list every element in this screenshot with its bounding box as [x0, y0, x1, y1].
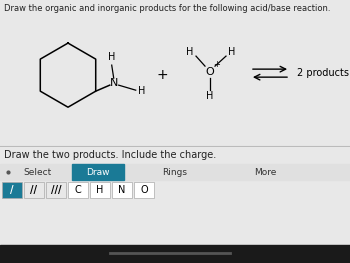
Bar: [0, 245, 350, 263]
Text: +: +: [156, 68, 168, 82]
Text: Draw the two products. Include the charge.: Draw the two products. Include the charg…: [4, 150, 216, 160]
Text: C: C: [75, 185, 81, 195]
Text: Draw: Draw: [86, 168, 110, 177]
Text: H: H: [206, 91, 214, 101]
Text: /: /: [10, 185, 14, 195]
Bar: [46, 182, 66, 198]
Text: 2 products: 2 products: [297, 68, 349, 78]
Text: Rings: Rings: [162, 168, 188, 177]
Text: O: O: [140, 185, 148, 195]
Text: More: More: [254, 168, 276, 177]
Text: H: H: [228, 47, 236, 57]
Text: N: N: [118, 185, 126, 195]
Text: //: //: [30, 185, 37, 195]
Text: Draw the organic and inorganic products for the following acid/base reaction.: Draw the organic and inorganic products …: [4, 4, 330, 13]
Text: H: H: [186, 47, 194, 57]
Bar: [2, 182, 22, 198]
Text: Select: Select: [24, 168, 52, 177]
Bar: [134, 182, 154, 198]
Bar: [68, 182, 88, 198]
Bar: [90, 182, 110, 198]
Bar: [112, 182, 132, 198]
Text: ///: ///: [51, 185, 61, 195]
Text: H: H: [96, 185, 104, 195]
Text: N: N: [110, 78, 118, 88]
Bar: [72, 164, 124, 180]
Text: H: H: [108, 52, 116, 62]
Text: H: H: [138, 86, 145, 96]
Text: +: +: [214, 60, 220, 69]
Bar: [24, 182, 44, 198]
Bar: [0, 164, 350, 180]
Text: O: O: [206, 67, 214, 77]
